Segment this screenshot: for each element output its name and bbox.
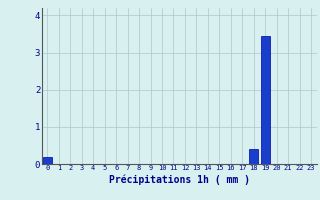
- Bar: [43, 157, 52, 164]
- Bar: [260, 36, 270, 164]
- Bar: [249, 149, 258, 164]
- X-axis label: Précipitations 1h ( mm ): Précipitations 1h ( mm ): [109, 174, 250, 185]
